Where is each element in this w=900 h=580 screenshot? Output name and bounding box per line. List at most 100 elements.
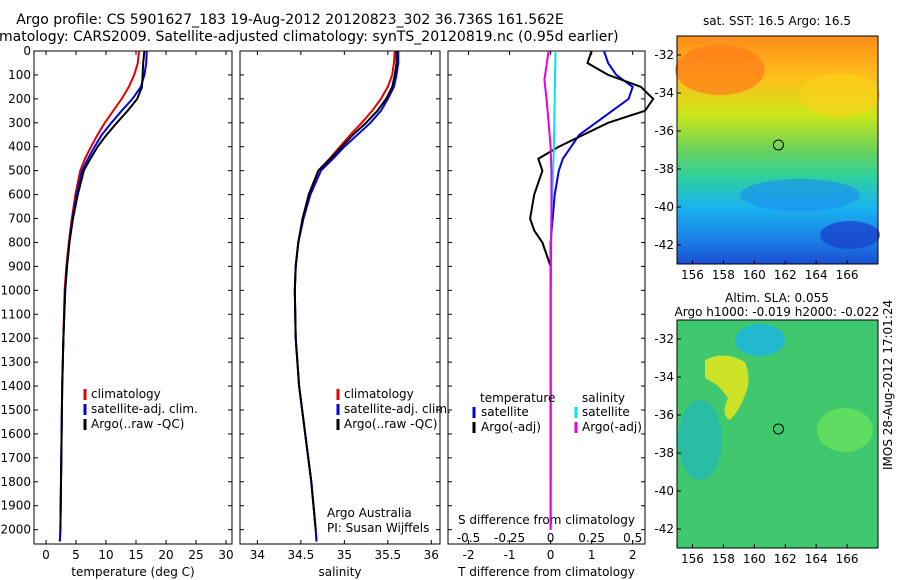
map-sst: 156 158 160 162 164 166 -32 -34 -36 -38 -40 -42 sat.…	[654, 14, 880, 282]
warm-patch	[675, 45, 765, 95]
x-tick-label: 160	[743, 552, 766, 566]
x-tick-label: 156	[681, 268, 704, 282]
s-tick-label: -0.25	[494, 531, 525, 545]
x-tick-label: 35.5	[374, 548, 401, 562]
y-tick-label: -34	[654, 370, 674, 384]
x-tick-label: 164	[805, 268, 828, 282]
x-tick-label: 25	[188, 548, 203, 562]
y-tick-label: -40	[654, 200, 674, 214]
y-tick-label: 1300	[0, 355, 31, 369]
s-tick-label: -0.5	[457, 531, 480, 545]
x-tick-label: 1	[588, 548, 596, 562]
y-tick-label: 700	[8, 212, 31, 226]
profile-location-marker	[772, 139, 784, 151]
series-line	[59, 50, 146, 530]
y-tick-label: 500	[8, 164, 31, 178]
legend-label: satellite	[481, 405, 529, 419]
credit-annotation: Argo Australia	[327, 506, 412, 520]
s-tick-label: 0.5	[623, 531, 642, 545]
low-patch	[678, 400, 722, 480]
y-tick-label: -32	[654, 48, 674, 62]
series-line	[58, 50, 140, 542]
map-title: sat. SST: 16.5 Argo: 16.5	[703, 14, 851, 28]
x-tick-label: 164	[805, 552, 828, 566]
y-tick-label: 300	[8, 116, 31, 130]
y-tick-label: -32	[654, 332, 674, 346]
figure-title-line2: Climatology: CARS2009. Satellite-adjuste…	[0, 29, 619, 45]
x-tick-label: 35	[337, 548, 352, 562]
y-tick-label: 1200	[0, 331, 31, 345]
legend-label: Argo(-adj)	[582, 420, 642, 434]
plot-frame	[33, 50, 233, 545]
x-tick-label: 0	[42, 548, 50, 562]
credit-annotation: PI: Susan Wijffels	[327, 521, 429, 535]
y-tick-label: -42	[654, 238, 674, 252]
y-tick-label: -42	[654, 522, 674, 536]
y-tick-label: 1400	[0, 379, 31, 393]
figure-title-line1: Argo profile: CS 5901627_183 19-Aug-2012…	[16, 12, 564, 28]
x-tick-label: -2	[463, 548, 475, 562]
high-patch	[705, 355, 749, 420]
panel-temperature: 0100200300400500600700800900100011001200…	[0, 44, 233, 579]
warm-patch	[800, 73, 880, 117]
y-tick-label: 1000	[0, 283, 31, 297]
map-frame	[676, 35, 879, 265]
y-tick-label: 0	[23, 44, 31, 58]
y-tick-label: 200	[8, 92, 31, 106]
x-tick-label: 0	[547, 548, 555, 562]
x-tick-label: 166	[836, 268, 859, 282]
legend-label: Argo(..raw -QC)	[344, 417, 437, 431]
legend-label: Argo(..raw -QC)	[91, 417, 184, 431]
map-subtitle: Argo h1000: -0.019 h2000: -0.022	[675, 305, 880, 319]
legend-label: Argo(-adj)	[481, 420, 541, 434]
y-tick-label: -34	[654, 86, 674, 100]
x-tick-label: 2	[629, 548, 637, 562]
y-tick-label: 1800	[0, 475, 31, 489]
series-line	[293, 51, 398, 530]
map-frame	[676, 319, 879, 549]
cool-patch	[820, 221, 880, 249]
y-tick-label: 1900	[0, 499, 31, 513]
s-tick-label: 0	[547, 531, 555, 545]
plot-frame	[239, 50, 441, 545]
low-patch	[735, 324, 785, 356]
x-axis-label: salinity	[318, 565, 361, 579]
map-title: Altim. SLA: 0.055	[725, 291, 829, 305]
x-tick-label: 36	[424, 548, 439, 562]
y-tick-label: 1600	[0, 427, 31, 441]
legend-label: satellite	[582, 405, 630, 419]
s-tick-label: 0.25	[578, 531, 605, 545]
x-tick-label: 20	[158, 548, 173, 562]
y-tick-label: 1700	[0, 451, 31, 465]
legend-label: climatology	[91, 387, 161, 401]
x-tick-label: 10	[98, 548, 113, 562]
legend-label: climatology	[344, 387, 414, 401]
y-tick-label: -36	[654, 124, 674, 138]
y-tick-label: -36	[654, 408, 674, 422]
x-tick-label: 15	[128, 548, 143, 562]
legend-title: salinity	[582, 391, 625, 405]
series-line	[549, 50, 634, 530]
profile-location-marker	[772, 423, 784, 435]
x-tick-label: 156	[681, 552, 704, 566]
panel-difference: -2 -0.5 -1 -0.25 0 0 1 0.25 2 0.5 T difference fro…	[447, 50, 655, 579]
x-tick-label: 158	[712, 552, 735, 566]
x-tick-label: 166	[836, 552, 859, 566]
x-tick-label: 34	[250, 548, 265, 562]
x-tick-label: 160	[743, 268, 766, 282]
y-tick-label: -38	[654, 446, 674, 460]
s-axis-label: S difference from climatology	[458, 513, 635, 527]
y-tick-label: 1100	[0, 307, 31, 321]
map-sla: 156 158 160 162 164 166 -32 -34 -36 -38 -40 -42 Alti…	[654, 291, 879, 566]
y-tick-label: 400	[8, 140, 31, 154]
y-tick-label: 600	[8, 188, 31, 202]
x-axis-label: temperature (deg C)	[71, 565, 194, 579]
x-tick-label: 30	[218, 548, 233, 562]
series-line	[543, 50, 553, 530]
x-axis-label: T difference from climatology	[457, 565, 635, 579]
y-tick-label: 800	[8, 235, 31, 249]
legend-title: temperature	[480, 391, 555, 405]
y-tick-label: 1500	[0, 403, 31, 417]
y-tick-label: -38	[654, 162, 674, 176]
